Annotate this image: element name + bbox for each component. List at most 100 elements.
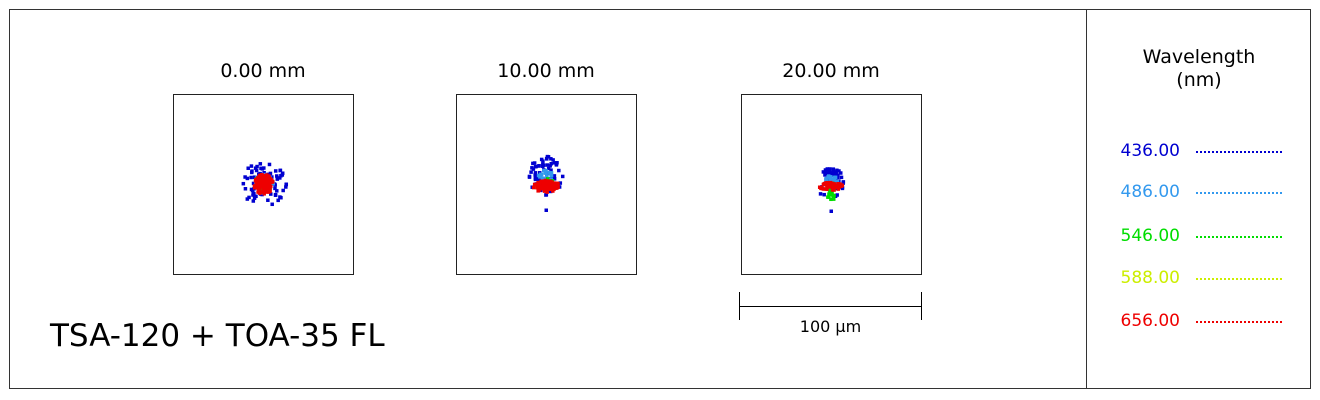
spot-point-486	[828, 177, 832, 182]
spot-point-656	[256, 183, 261, 187]
spot-point-656	[264, 179, 268, 183]
spot-point-436	[557, 168, 561, 173]
legend-line	[1196, 192, 1282, 194]
spot-point-656	[265, 186, 269, 191]
spot-point-656	[828, 184, 832, 189]
spot-point-436	[258, 162, 263, 166]
spot-point-486	[543, 171, 548, 175]
spot-point-656	[260, 173, 264, 177]
spot-point-436	[281, 188, 285, 193]
spot-point-436	[544, 193, 548, 197]
spot-point-656	[266, 184, 270, 189]
spot-point-436	[818, 192, 823, 196]
spot-point-656	[535, 182, 539, 186]
spot-point-656	[258, 180, 263, 185]
spot-point-436	[279, 195, 283, 200]
spot-point-436	[529, 170, 533, 174]
spot-point-656	[537, 182, 542, 186]
spot-point-436	[532, 161, 537, 165]
spot-point-436	[275, 174, 279, 178]
spot-point-656	[257, 189, 261, 194]
spot-point-436	[251, 193, 255, 197]
spot-point-436	[275, 177, 280, 181]
spot-point-436	[527, 175, 532, 179]
spot-point-656	[823, 187, 827, 191]
spot-point-656	[531, 185, 536, 190]
spot-point-436	[273, 169, 278, 173]
spot-point-436	[279, 174, 283, 178]
spot-point-436	[254, 168, 259, 173]
spot-point-486	[542, 168, 546, 173]
spot-point-436	[533, 171, 538, 175]
spot-point-436	[552, 161, 557, 165]
spot-point-656	[555, 186, 559, 190]
spot-point-486	[824, 178, 828, 182]
spot-point-436	[276, 198, 280, 203]
legend-item: 588.00	[1090, 268, 1290, 290]
spot-point-436	[835, 168, 839, 173]
legend-label: 588.00	[1120, 268, 1180, 288]
spot-point-436	[245, 197, 250, 201]
legend-label: 436.00	[1120, 141, 1180, 161]
spot-point-436	[243, 175, 247, 179]
spot-point-436	[260, 192, 264, 197]
spot-point-656	[269, 184, 273, 189]
spot-point-436	[549, 161, 553, 166]
spot-point-656	[535, 184, 540, 189]
spot-point-436	[245, 176, 250, 181]
spot-point-436	[840, 186, 845, 191]
spot-point-656	[547, 187, 551, 191]
spot-point-546	[827, 195, 831, 199]
spot-point-436	[241, 181, 246, 186]
spot-point-436	[260, 167, 265, 171]
spot-point-546	[829, 197, 833, 202]
system-title: TSA-120 + TOA-35 FL	[50, 318, 385, 354]
scale-bar	[739, 306, 922, 307]
spot-point-656	[268, 186, 272, 191]
spot-point-546	[831, 197, 836, 201]
spot-point-436	[533, 176, 538, 180]
spot-point-436	[249, 175, 253, 180]
spot-point-436	[558, 181, 563, 185]
legend-label: 546.00	[1120, 226, 1180, 246]
spot-point-656	[252, 184, 257, 188]
spot-point-656	[252, 186, 257, 190]
spot-point-656	[267, 179, 272, 183]
spot-box-2	[741, 94, 922, 275]
spot-point-656	[270, 179, 274, 183]
spot-point-436	[549, 157, 553, 161]
spot-point-656	[825, 187, 829, 191]
scale-bar-tick-right	[921, 292, 922, 320]
spot-point-436	[275, 189, 279, 193]
legend-title-line2: (nm)	[1176, 69, 1222, 91]
spot-point-436	[822, 192, 826, 197]
spot-point-436	[268, 171, 273, 176]
spot-point-656	[540, 180, 545, 184]
legend-label: 486.00	[1120, 182, 1180, 202]
spot-point-436	[837, 169, 841, 173]
spot-point-436	[531, 161, 535, 166]
spot-point-436	[269, 192, 273, 196]
spot-point-656	[555, 181, 559, 186]
field-title-0: 0.00 mm	[220, 60, 306, 82]
legend-item: 546.00	[1090, 226, 1290, 248]
spot-point-436	[836, 173, 840, 177]
spot-point-656	[545, 180, 549, 184]
spot-point-436	[552, 174, 557, 178]
spot-point-436	[280, 171, 285, 175]
legend-line	[1196, 151, 1282, 153]
legend-title-line1: Wavelength	[1142, 46, 1256, 68]
spot-point-546	[829, 192, 834, 197]
spot-point-436	[531, 167, 536, 171]
spot-point-436	[537, 177, 541, 182]
spot-point-486	[543, 176, 548, 181]
spot-point-436	[542, 163, 546, 167]
field-title-2: 20.00 mm	[782, 60, 880, 82]
spot-point-656	[260, 175, 265, 179]
spot-point-436	[839, 175, 844, 180]
outer-frame	[9, 9, 1311, 389]
spot-point-656	[838, 183, 843, 187]
spot-point-436	[249, 164, 254, 168]
